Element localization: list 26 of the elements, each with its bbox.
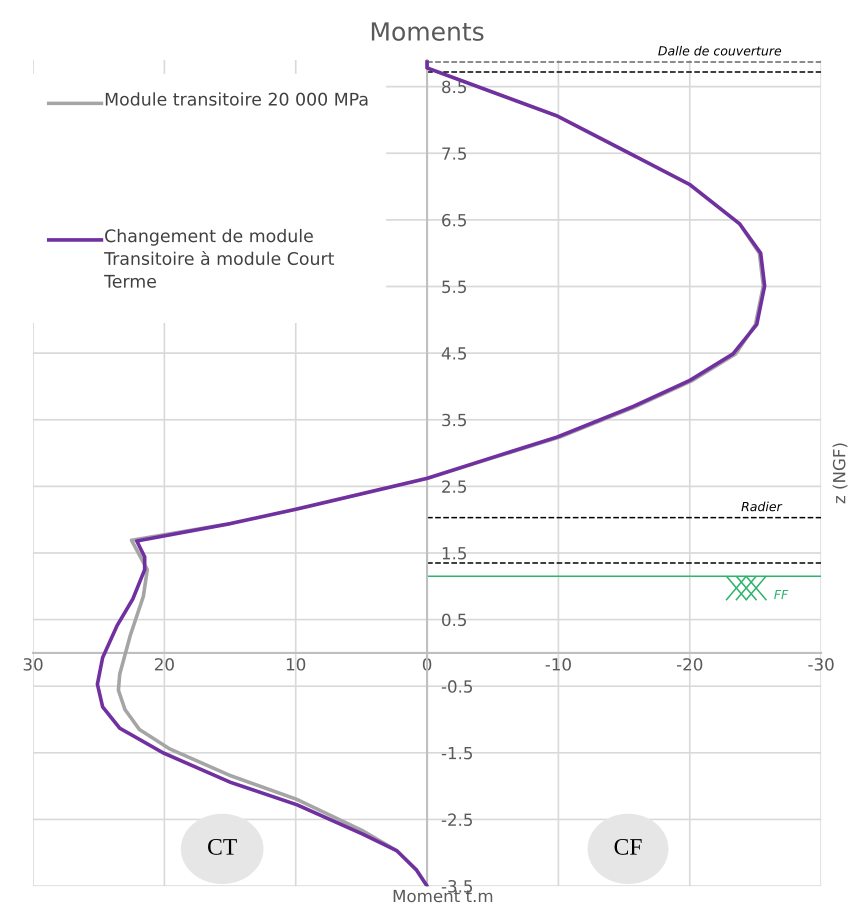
chart-title: Moments — [372, 22, 484, 41]
legend-label: Module transitoire 20 000 MPa — [106, 92, 368, 106]
y-tick-label: -1.5 — [442, 747, 472, 760]
legend-label: Changement de module Transitoire à module Court Terme — [104, 228, 334, 288]
y-axis-title: z (NGF) — [832, 443, 848, 504]
y-tick-label: 7.5 — [442, 147, 466, 160]
x-tick-label: -20 — [676, 658, 702, 671]
y-tick-label: -2.5 — [442, 813, 472, 826]
ref-line-label: Radier — [741, 502, 782, 512]
y-tick-label: 5.5 — [442, 280, 466, 294]
y-tick-label: 2.5 — [442, 480, 466, 493]
x-tick-label: 10 — [286, 658, 306, 671]
y-tick-label: 1.5 — [442, 547, 466, 560]
annotation: CF — [614, 838, 642, 855]
y-tick-label: 3.5 — [442, 414, 466, 426]
x-tick-label: 30 — [24, 658, 43, 671]
y-tick-label: 0.5 — [442, 614, 466, 626]
ref-line-label: Dalle de couverture — [658, 46, 782, 56]
legend-label: FF — [774, 590, 788, 600]
x-tick-label: -10 — [546, 658, 571, 671]
y-tick-label: -0.5 — [442, 680, 472, 693]
annotation: CT — [208, 838, 237, 855]
y-tick-label: 6.5 — [442, 214, 466, 226]
x-tick-label: -30 — [808, 658, 834, 671]
y-tick-label: 4.5 — [442, 347, 466, 360]
x-tick-label: 20 — [154, 658, 174, 671]
